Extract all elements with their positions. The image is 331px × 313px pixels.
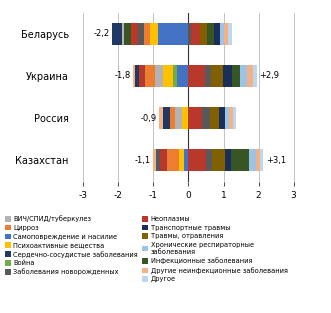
Bar xyxy=(214,23,220,45)
Bar xyxy=(228,23,232,45)
Bar xyxy=(188,107,203,129)
Bar xyxy=(212,149,225,172)
Bar xyxy=(112,23,121,45)
Bar xyxy=(225,149,231,172)
Bar xyxy=(163,65,173,87)
Legend: ВИЧ/СПИД/туберкулез, Цирроз, Самоповреждение и насилие, Психоактивные вещества, : ВИЧ/СПИД/туберкулез, Цирроз, Самоповрежд… xyxy=(5,215,288,282)
Bar xyxy=(233,107,236,129)
Text: -0,9: -0,9 xyxy=(140,114,157,123)
Bar xyxy=(182,107,188,129)
Bar xyxy=(231,149,250,172)
Bar xyxy=(135,65,139,87)
Bar xyxy=(208,23,214,45)
Bar xyxy=(139,65,145,87)
Bar xyxy=(206,149,212,172)
Bar xyxy=(232,65,240,87)
Bar xyxy=(159,107,163,129)
Bar xyxy=(150,23,158,45)
Bar xyxy=(158,23,188,45)
Text: -1,8: -1,8 xyxy=(115,71,131,80)
Bar xyxy=(161,149,167,172)
Bar xyxy=(218,107,225,129)
Bar xyxy=(200,23,208,45)
Bar xyxy=(210,107,218,129)
Bar xyxy=(240,65,247,87)
Text: +3,1: +3,1 xyxy=(266,156,286,165)
Bar xyxy=(191,23,200,45)
Bar xyxy=(156,149,161,172)
Bar xyxy=(175,107,182,129)
Bar xyxy=(247,65,253,87)
Bar xyxy=(167,149,179,172)
Bar xyxy=(203,107,210,129)
Bar xyxy=(225,107,229,129)
Text: -1,1: -1,1 xyxy=(134,156,150,165)
Bar xyxy=(260,149,263,172)
Bar xyxy=(256,149,260,172)
Bar xyxy=(223,65,232,87)
Bar xyxy=(188,149,206,172)
Bar xyxy=(155,65,163,87)
Bar xyxy=(138,23,144,45)
Bar xyxy=(163,107,169,129)
Bar xyxy=(177,65,188,87)
Bar xyxy=(145,65,155,87)
Bar xyxy=(229,107,233,129)
Bar xyxy=(121,23,124,45)
Bar xyxy=(205,65,211,87)
Text: +2,9: +2,9 xyxy=(260,71,280,80)
Bar xyxy=(250,149,256,172)
Bar xyxy=(124,23,131,45)
Bar xyxy=(224,23,228,45)
Bar xyxy=(253,65,257,87)
Bar xyxy=(153,149,156,172)
Bar xyxy=(220,23,224,45)
Bar xyxy=(188,23,191,45)
Bar xyxy=(173,65,177,87)
Bar xyxy=(179,149,184,172)
Bar xyxy=(131,23,138,45)
Bar xyxy=(133,65,135,87)
Bar xyxy=(211,65,223,87)
Bar xyxy=(188,65,205,87)
Bar xyxy=(184,149,188,172)
Bar xyxy=(144,23,150,45)
Text: -2,2: -2,2 xyxy=(93,29,109,38)
Bar xyxy=(169,107,175,129)
